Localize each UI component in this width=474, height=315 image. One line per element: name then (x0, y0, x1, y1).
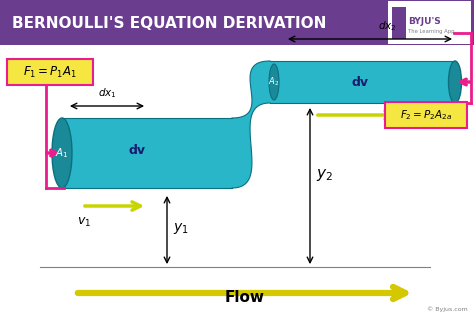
Text: $y_1$: $y_1$ (173, 220, 189, 236)
Text: $A_1$: $A_1$ (55, 146, 69, 160)
Polygon shape (232, 61, 270, 188)
Text: dv: dv (128, 144, 146, 157)
Text: $F_2 = P_2A_{2a}$: $F_2 = P_2A_{2a}$ (400, 108, 452, 122)
Text: The Learning App: The Learning App (408, 28, 455, 33)
Bar (0, 0, 474, 45)
Text: $v_2$: $v_2$ (400, 101, 414, 115)
Text: © Byjus.com: © Byjus.com (427, 306, 468, 312)
Ellipse shape (269, 64, 279, 100)
Text: $y_2$: $y_2$ (316, 167, 333, 183)
Text: BYJU'S: BYJU'S (408, 16, 441, 26)
FancyBboxPatch shape (7, 59, 93, 85)
Text: BERNOULLI'S EQUATION DERIVATION: BERNOULLI'S EQUATION DERIVATION (12, 15, 327, 31)
Bar (62, 118, 232, 188)
Ellipse shape (52, 118, 72, 188)
Bar (270, 61, 455, 103)
Text: $dx_2$: $dx_2$ (378, 19, 396, 33)
Text: $A_2$: $A_2$ (268, 76, 280, 88)
Ellipse shape (448, 61, 462, 103)
Bar (392, 7, 406, 39)
FancyBboxPatch shape (385, 102, 467, 128)
Text: Flow: Flow (225, 290, 265, 305)
Text: $dx_1$: $dx_1$ (98, 86, 116, 100)
Text: $F_1 = P_1A_1$: $F_1 = P_1A_1$ (23, 65, 77, 80)
Text: dv: dv (352, 76, 368, 89)
Bar (388, 1, 471, 44)
Text: $v_1$: $v_1$ (77, 216, 91, 229)
